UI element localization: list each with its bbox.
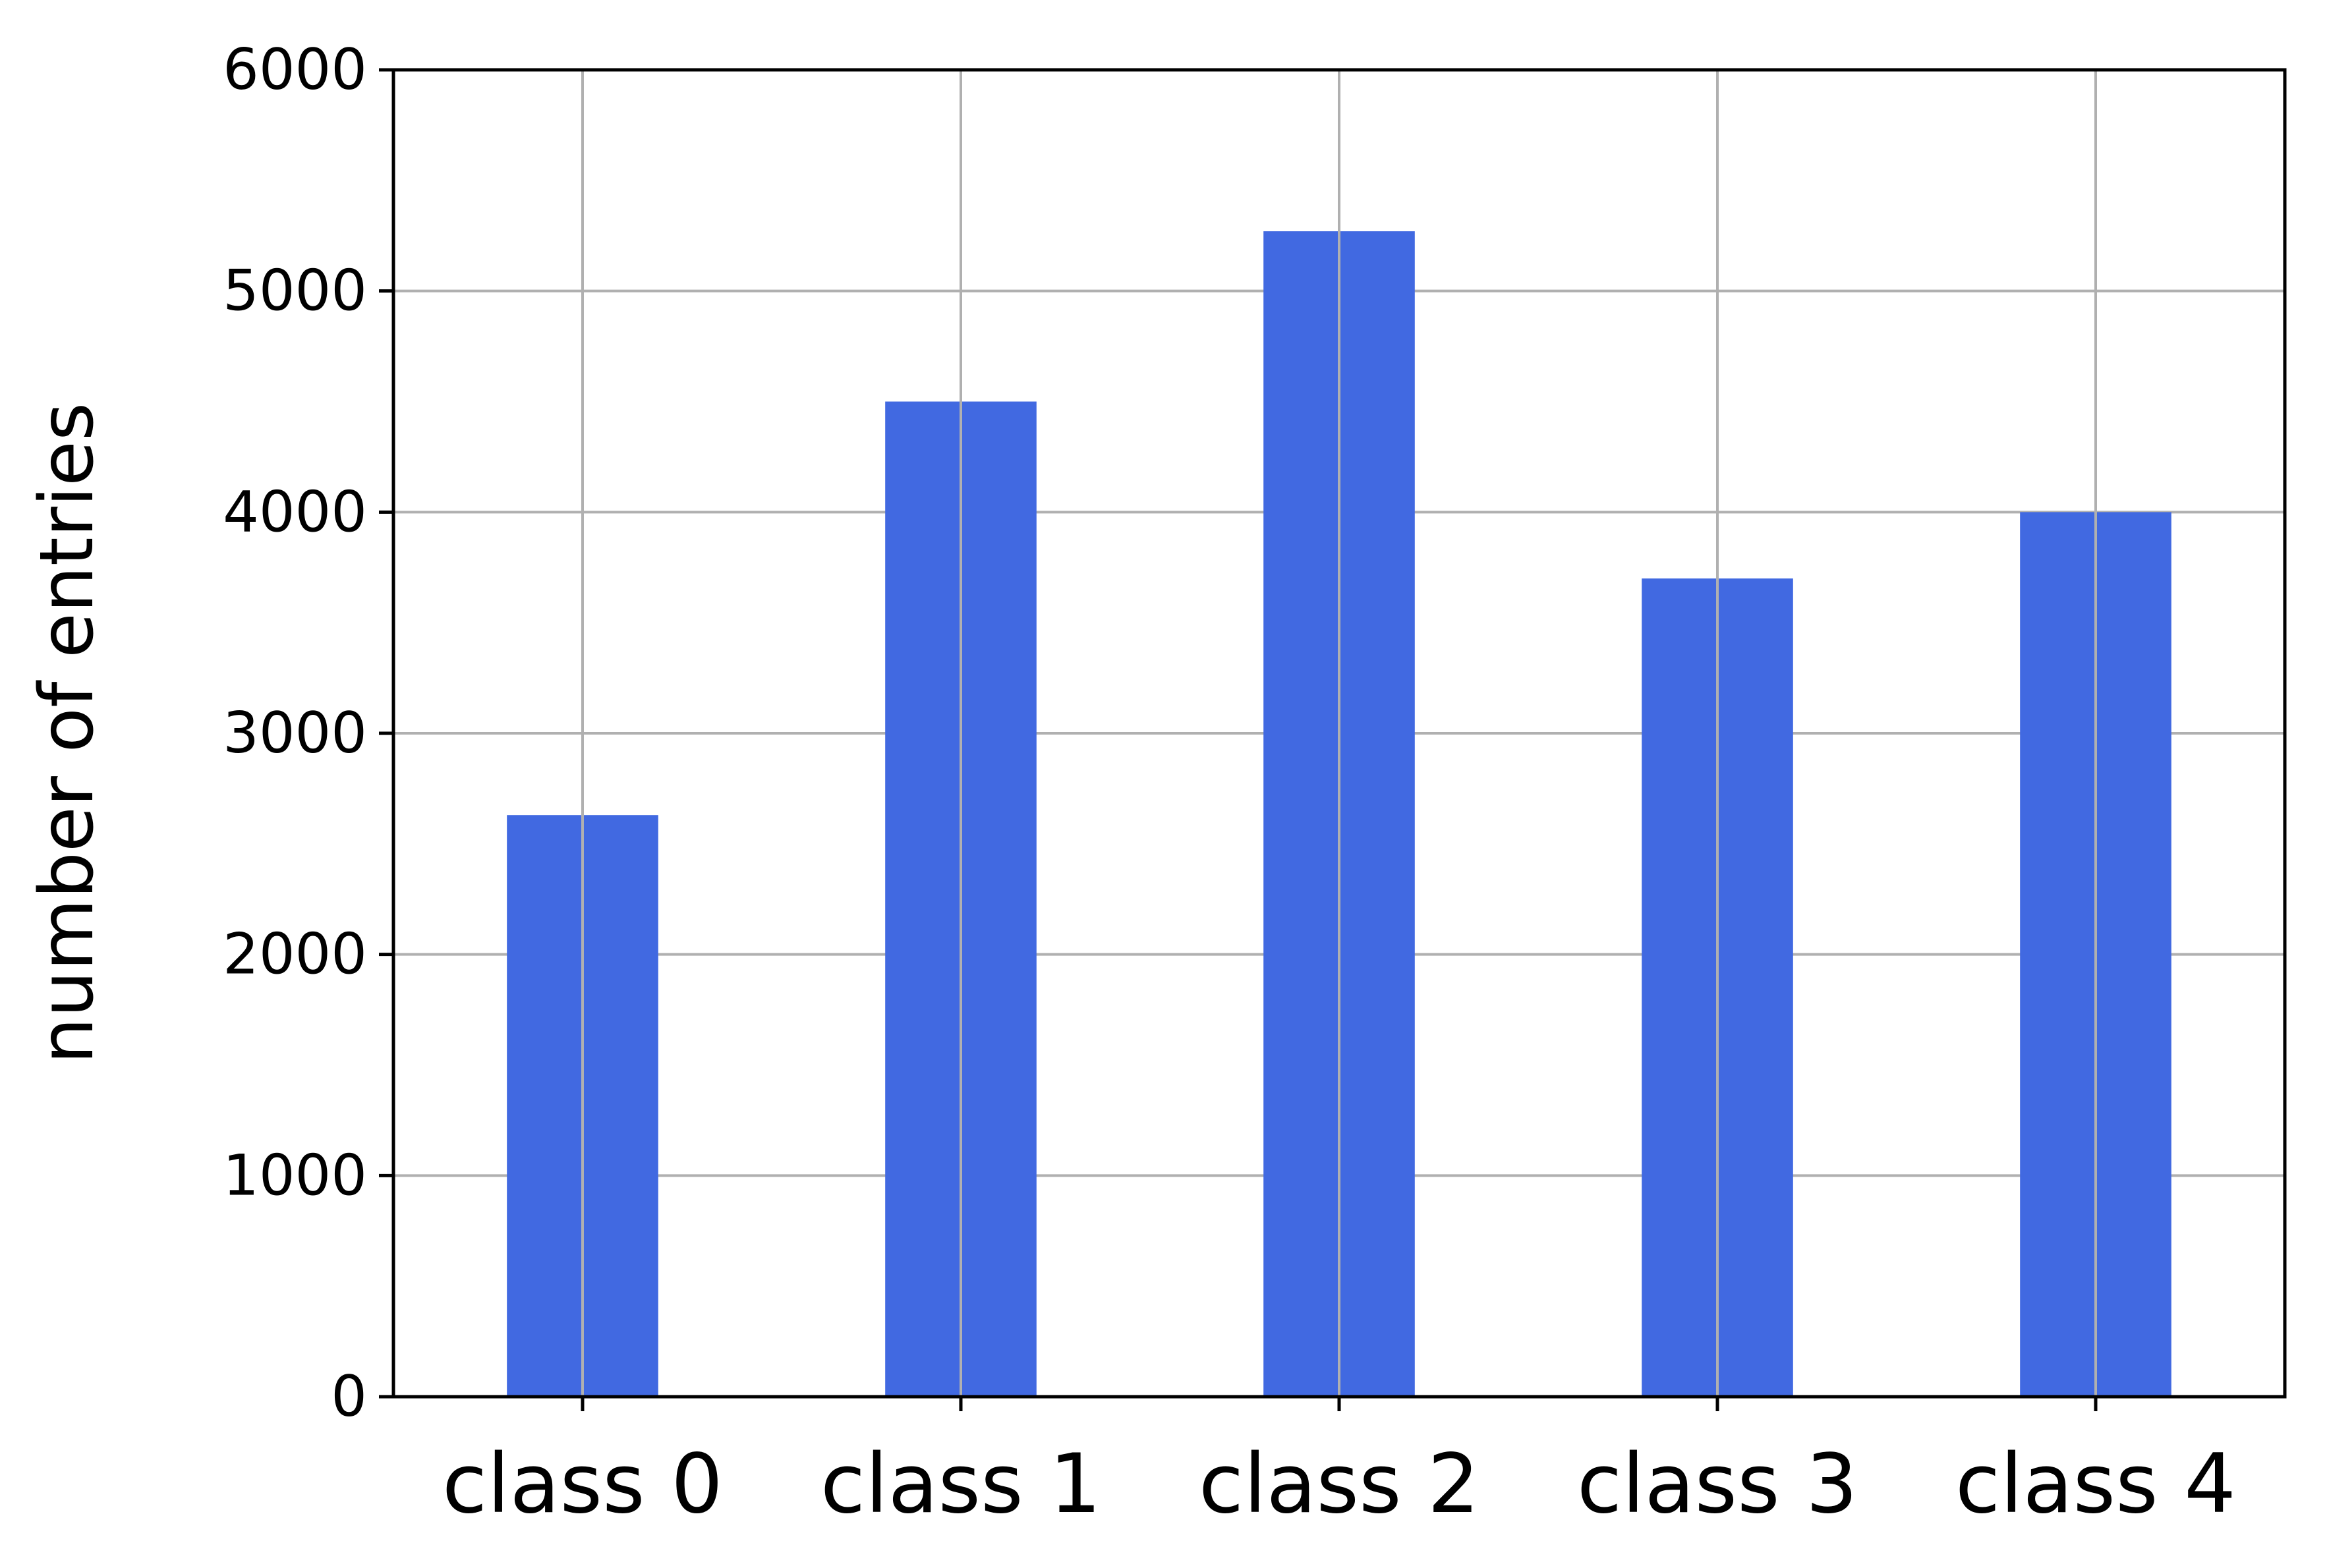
x-tick-label-1: class 1	[820, 1437, 1101, 1532]
y-tick-label: 6000	[223, 37, 367, 103]
x-tick-labels: class 0 class 1 class 2 class 3 class 4	[442, 1437, 2236, 1532]
x-tick-label-2: class 2	[1199, 1437, 1480, 1532]
y-axis-label: number of entries	[24, 403, 110, 1065]
x-tick-label-3: class 3	[1577, 1437, 1858, 1532]
y-tick-label: 4000	[223, 479, 367, 545]
y-tick-label: 3000	[223, 700, 367, 766]
y-tick-label: 0	[331, 1364, 367, 1430]
y-tick-label: 1000	[223, 1142, 367, 1208]
x-tick-label-4: class 4	[1955, 1437, 2236, 1532]
y-tick-label: 2000	[223, 922, 367, 988]
y-tick-labels: 0 1000 2000 3000 4000 5000 6000	[223, 37, 367, 1430]
x-grid-lines	[581, 70, 2097, 1397]
y-tick-label: 5000	[223, 258, 367, 324]
axis-ticks	[379, 68, 2098, 1411]
x-tick-label-0: class 0	[442, 1437, 723, 1532]
